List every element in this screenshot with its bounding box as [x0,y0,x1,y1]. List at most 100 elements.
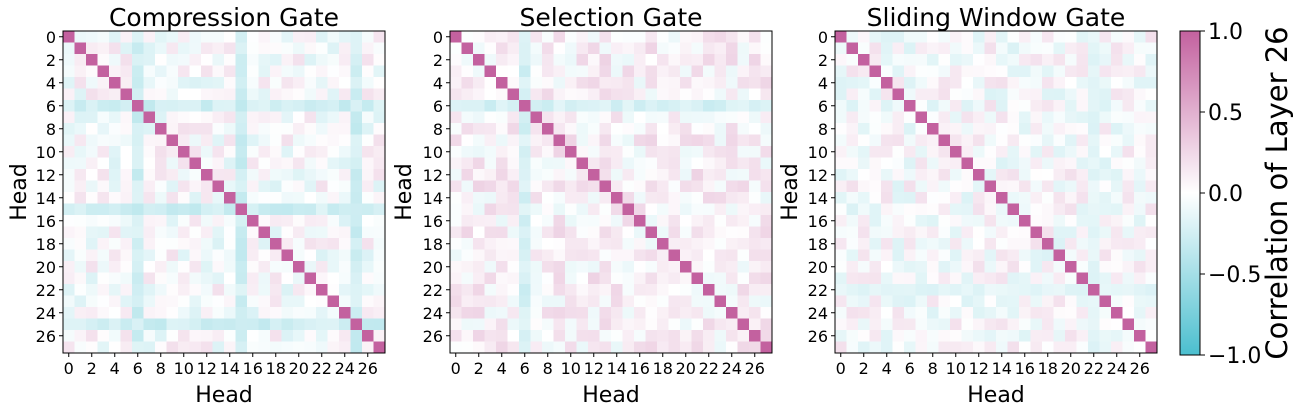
heatmap-cell [599,307,612,319]
heatmap-cell [247,226,259,239]
heatmap-cell [691,203,704,216]
heatmap-cell [166,238,179,250]
heatmap-cell [484,249,497,262]
heatmap-cell [1042,31,1054,43]
heatmap-cell [846,261,859,273]
heatmap-cell [858,330,870,342]
heatmap-cell [1007,249,1020,262]
heatmap-cell [1111,261,1123,273]
heatmap-cell [166,203,179,216]
heatmap-cell [143,238,156,250]
heatmap-cell [565,226,577,239]
heatmap-cell [680,169,692,181]
heatmap-cell [703,330,715,342]
heatmap-cell [680,215,692,227]
heatmap-cell [680,238,692,250]
heatmap-cell [927,100,939,112]
x-tick-label: 18 [1038,359,1058,378]
heatmap-cell [915,226,928,239]
heatmap-cell [496,88,508,101]
heatmap-cell [373,203,386,216]
plot-frame [62,30,386,354]
heatmap-cell [155,341,167,354]
heatmap-cell [634,307,646,319]
heatmap-cell [749,192,761,204]
heatmap-cell [224,307,236,319]
heatmap-cell [869,42,882,55]
heatmap-cell [293,169,305,181]
heatmap-cell [350,249,363,262]
chart-title: Selection Gate [519,3,702,32]
heatmap-cell [316,203,328,216]
heatmap-cell [258,123,271,135]
heatmap-cell [749,284,761,296]
heatmap-cell [737,284,750,296]
heatmap-cell [950,169,962,181]
heatmap-cell [132,238,144,250]
heatmap-cell [247,169,259,181]
heatmap-cell [927,157,939,170]
heatmap-cell [881,54,893,66]
heatmap-cell [714,77,727,89]
heatmap-cell [714,123,727,135]
heatmap-cell [1099,77,1112,89]
heatmap-cell [496,284,508,296]
heatmap-cell [984,180,997,193]
x-tick-label: 4 [110,359,120,378]
heatmap-cell [166,111,179,124]
heatmap-cell [484,295,497,308]
heatmap-cell [350,100,363,112]
heatmap-cell [961,226,974,239]
heatmap-cell [553,157,566,170]
x-tick-label: 12 [969,359,989,378]
heatmap-cell [1134,295,1146,308]
y-tick-label: 10 [423,143,443,162]
heatmap-cell [74,42,87,55]
heatmap-cell [835,100,847,112]
heatmap-cell [835,31,847,43]
heatmap-cell [1053,249,1066,262]
heatmap-cell [530,146,543,158]
heatmap-cell [1065,111,1077,124]
heatmap-cell [657,77,669,89]
heatmap-cell [737,123,750,135]
heatmap-cell [846,295,859,308]
heatmap-cell [927,318,939,331]
heatmap-cell [1122,180,1135,193]
heatmap-cell [1111,192,1123,204]
heatmap-cell [1007,157,1020,170]
heatmap-cell [1065,215,1077,227]
heatmap-cell [496,192,508,204]
heatmap-cell [611,54,623,66]
heatmap-cell [984,261,997,273]
heatmap-cell [634,77,646,89]
heatmap-cell [1111,42,1123,55]
heatmap-cell [519,284,531,296]
heatmap-cell [835,146,847,158]
heatmap-cell [327,238,340,250]
heatmap-cell [1111,284,1123,296]
heatmap-cell [680,341,692,354]
heatmap-cell [178,272,190,285]
heatmap-cell [611,157,623,170]
heatmap-cell [599,88,612,101]
heatmap-cell [258,341,271,354]
heatmap-cell [450,100,462,112]
heatmap-cell [576,307,589,319]
heatmap-cell [726,111,738,124]
plot-frame [834,30,1158,354]
heatmap-cell [737,238,750,250]
heatmap-cell [846,77,859,89]
heatmap-cell [1042,203,1054,216]
heatmap-cell [1076,157,1089,170]
heatmap-cell [542,65,554,78]
heatmap-cell [304,272,317,285]
heatmap-cell [293,192,305,204]
heatmap-cell [542,238,554,250]
heatmap-cell [1076,238,1089,250]
heatmap-cell [1088,146,1100,158]
heatmap-cell [950,54,962,66]
heatmap-cell [565,215,577,227]
heatmap-cell [881,157,893,170]
heatmap-cell [576,284,589,296]
